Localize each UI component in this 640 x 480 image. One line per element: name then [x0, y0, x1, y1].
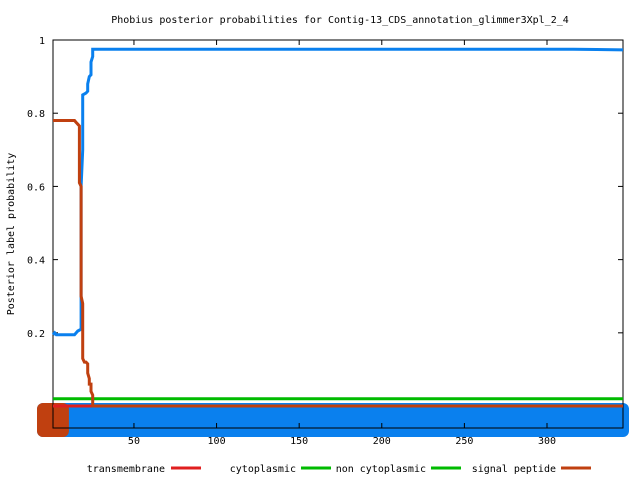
x-tick-label: 150 [290, 436, 308, 447]
series-line-signal-peptide-4 [53, 119, 623, 408]
x-tick-label: 200 [373, 436, 391, 447]
legend-label-signal-peptide: signal peptide [472, 464, 556, 475]
legend-label-cytoplasmic: cytoplasmic [230, 464, 296, 475]
prediction-bands [37, 403, 629, 437]
x-tick-label: 100 [208, 436, 226, 447]
chart-title: Phobius posterior probabilities for Cont… [111, 15, 569, 26]
band-signal-peptide-0 [37, 403, 629, 437]
series-lines [51, 47, 624, 408]
x-tick-label: 300 [538, 436, 556, 447]
y-tick-label: 0.6 [27, 182, 45, 193]
series-line-signal-peptide-3 [51, 47, 624, 337]
y-tick-label: 0.4 [27, 256, 45, 267]
y-tick-label: 0.8 [27, 109, 45, 120]
x-tick-label: 50 [128, 436, 140, 447]
legend: transmembrane cytoplasmic non cytoplasmic s… [87, 464, 591, 475]
x-tick-label: 250 [455, 436, 473, 447]
y-axis-label: Posterior label probability [6, 153, 17, 316]
legend-label-transmembrane: transmembrane [87, 464, 165, 475]
plot-frame [52, 39, 624, 429]
axis-ticks: 50 100 150 200 250 300 0.2 0.4 0.6 0.8 1 [27, 36, 623, 447]
y-tick-label: 1 [39, 36, 45, 47]
legend-label-non-cytoplasmic: non cytoplasmic [336, 464, 426, 475]
y-tick-label: 0.2 [27, 329, 45, 340]
